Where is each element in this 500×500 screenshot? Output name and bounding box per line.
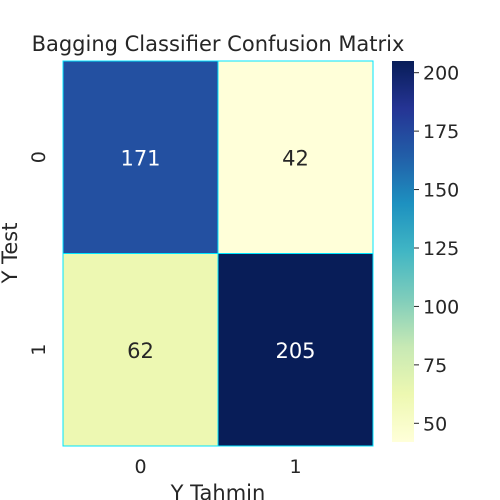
heatmap-cell — [62, 60, 219, 254]
cell-value-label: 42 — [282, 146, 309, 170]
heatmap-cell — [217, 60, 374, 254]
cell-value-label: 171 — [120, 146, 160, 170]
cell-value-label: 205 — [275, 339, 315, 363]
colorbar-ticks: 50 75 100 125 150 175 200 — [414, 63, 459, 435]
colorbar-tick-label: 100 — [423, 296, 459, 318]
colorbar-tick-label: 75 — [423, 355, 447, 377]
colorbar-tick-label: 125 — [423, 238, 459, 260]
y-axis-ticks: 01 — [28, 151, 50, 356]
colorbar-tick-label: 150 — [423, 180, 459, 202]
colorbar — [392, 61, 414, 442]
colorbar-tick-label: 50 — [423, 413, 447, 435]
x-axis-label: Y Tahmin — [170, 481, 266, 500]
chart-title: Bagging Classifier Confusion Matrix — [32, 32, 405, 56]
heatmap-cell — [62, 253, 219, 447]
cell-value-label: 62 — [127, 339, 154, 363]
x-tick-label: 0 — [134, 456, 146, 478]
x-tick-label: 1 — [289, 456, 301, 478]
heatmap-cell — [217, 253, 374, 447]
colorbar-tick-label: 200 — [423, 63, 459, 85]
heatmap-cell-labels: 171 42 62 205 — [120, 146, 315, 363]
y-tick-label: 0 — [28, 151, 50, 163]
y-tick-label: 1 — [28, 344, 50, 356]
y-axis-label: Y Test — [0, 223, 22, 285]
heatmap-cells — [62, 60, 374, 447]
colorbar-tick-label: 175 — [423, 121, 459, 143]
